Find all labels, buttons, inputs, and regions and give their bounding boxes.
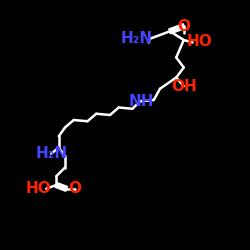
Text: H₂N: H₂N	[35, 146, 67, 161]
Text: HO: HO	[26, 181, 52, 196]
Text: NH: NH	[128, 94, 154, 109]
Text: H₂N: H₂N	[120, 31, 152, 46]
Text: O: O	[68, 181, 82, 196]
Text: O: O	[177, 19, 190, 34]
Text: HO: HO	[187, 34, 213, 49]
Text: OH: OH	[171, 79, 196, 94]
